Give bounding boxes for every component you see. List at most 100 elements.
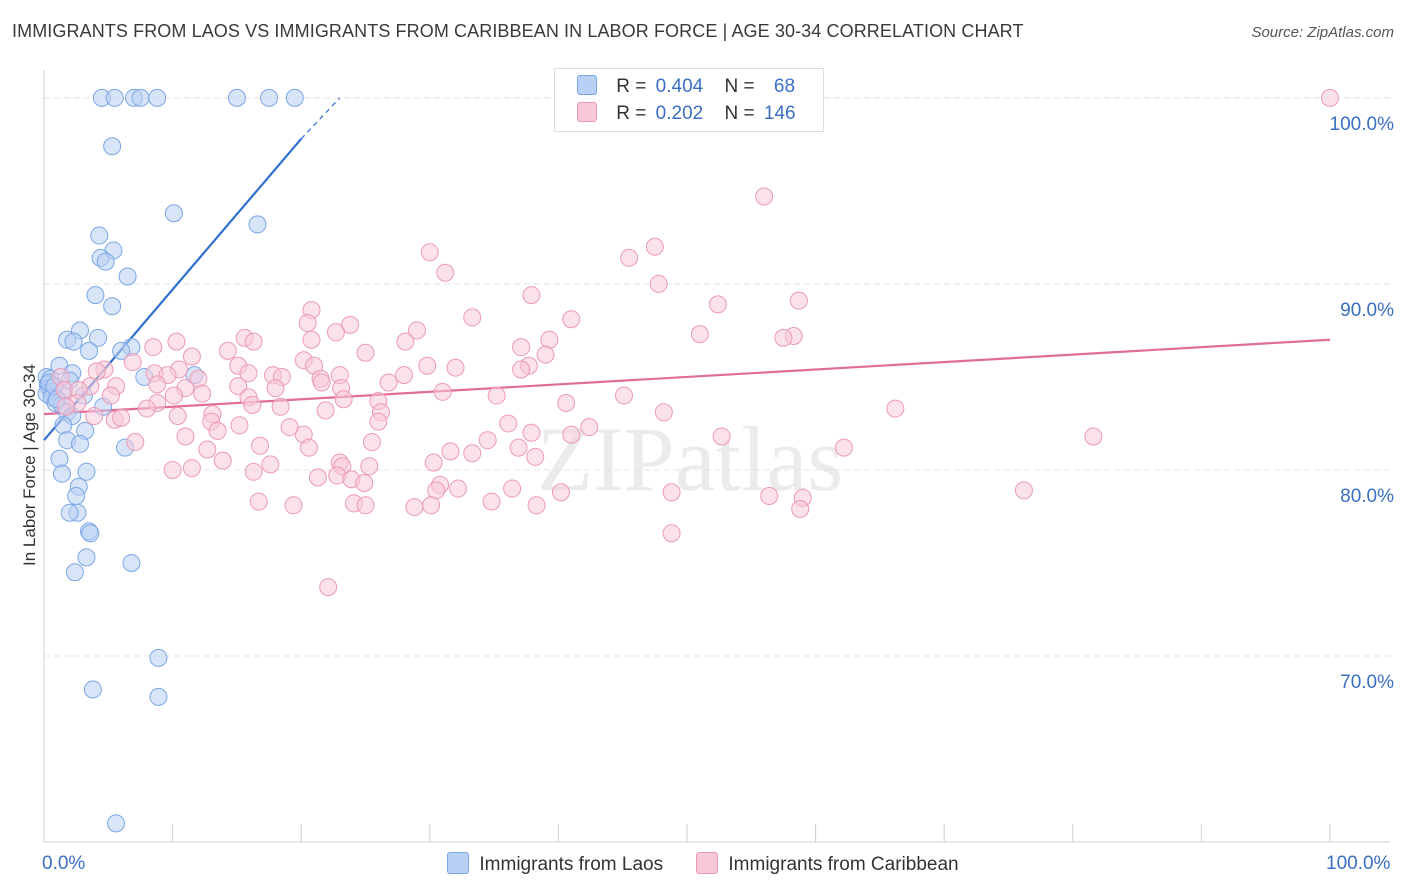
data-point (118, 267, 137, 286)
data-point (230, 416, 249, 435)
data-point (356, 343, 375, 362)
data-point (614, 386, 633, 405)
data-point (886, 399, 905, 418)
data-point (522, 423, 541, 442)
legend-r-value: 0.202 (655, 103, 704, 124)
data-point (123, 353, 142, 372)
data-point (164, 204, 183, 223)
legend-n-label: N = (724, 76, 755, 97)
data-point (760, 486, 779, 505)
data-point (755, 187, 774, 206)
x-tick-label-max: 100.0% (1326, 853, 1391, 874)
data-point (131, 88, 150, 107)
data-point (580, 418, 599, 437)
data-point (418, 356, 437, 375)
data-point (83, 680, 102, 699)
data-point (243, 395, 262, 414)
data-point (167, 332, 186, 351)
data-point (122, 553, 141, 572)
data-point (105, 88, 124, 107)
y-axis-label: In Labor Force | Age 30-34 (20, 364, 39, 566)
data-point (791, 500, 810, 519)
series-legend-caribbean: Immigrants from Caribbean (696, 852, 959, 876)
legend-r-label: R = (616, 76, 647, 97)
data-point (446, 358, 465, 377)
data-point (71, 434, 90, 453)
data-point (260, 88, 279, 107)
data-point (90, 226, 109, 245)
data-point (774, 328, 793, 347)
data-point (509, 438, 528, 457)
data-point (137, 399, 156, 418)
data-point (148, 375, 167, 394)
data-point (482, 492, 501, 511)
data-point (503, 479, 522, 498)
data-point (536, 345, 555, 364)
data-point (433, 382, 452, 401)
data-point (112, 341, 131, 360)
data-point (312, 373, 331, 392)
data-point (662, 483, 681, 502)
data-point (478, 431, 497, 450)
series-0 (37, 88, 304, 833)
data-point (80, 341, 99, 360)
data-point (499, 414, 518, 433)
data-point (60, 503, 79, 522)
data-point (422, 496, 441, 515)
data-points (37, 88, 1339, 833)
data-point (407, 321, 426, 340)
data-point (298, 313, 317, 332)
data-point (89, 328, 108, 347)
data-point (449, 479, 468, 498)
series-swatch-caribbean (696, 852, 719, 874)
legend-r-label: R = (616, 103, 647, 124)
data-point (53, 464, 72, 483)
trend-line-1 (43, 338, 1331, 416)
data-point (551, 483, 570, 502)
data-point (522, 286, 541, 305)
data-point (148, 88, 167, 107)
data-point (126, 433, 145, 452)
data-point (540, 330, 559, 349)
data-point (144, 338, 163, 357)
series-1 (51, 88, 1339, 597)
chart-source: Source: ZipAtlas.com (1251, 24, 1394, 41)
data-point (149, 648, 168, 667)
data-point (316, 401, 335, 420)
axes (43, 70, 1390, 843)
data-point (149, 687, 168, 706)
legend-row-caribbean: R = 0.202 N = 146 (577, 102, 796, 126)
data-point (164, 386, 183, 405)
data-point (463, 308, 482, 327)
data-point (64, 332, 83, 351)
data-point (562, 425, 581, 444)
data-point (712, 427, 731, 446)
data-point (85, 407, 104, 426)
legend-n-value: 68 (773, 76, 796, 97)
legend-swatch-caribbean (577, 102, 597, 122)
data-point (487, 386, 506, 405)
data-point (436, 263, 455, 282)
data-point (54, 416, 73, 435)
data-point (208, 421, 227, 440)
data-point (1321, 88, 1339, 107)
data-point (463, 444, 482, 463)
data-point (1014, 481, 1033, 500)
data-point (251, 436, 270, 455)
data-point (96, 252, 115, 271)
data-point (424, 453, 443, 472)
data-point (395, 366, 414, 385)
data-point (168, 407, 187, 426)
data-point (341, 315, 360, 334)
data-point (360, 457, 379, 476)
data-point (512, 360, 531, 379)
data-point (86, 286, 105, 305)
data-point (65, 563, 84, 582)
data-point (112, 408, 131, 427)
data-point (284, 496, 303, 515)
data-point (356, 496, 375, 515)
series-legend-laos: Immigrants from Laos (447, 852, 663, 876)
data-point (708, 295, 727, 314)
data-point (198, 440, 217, 459)
data-point (239, 364, 258, 383)
